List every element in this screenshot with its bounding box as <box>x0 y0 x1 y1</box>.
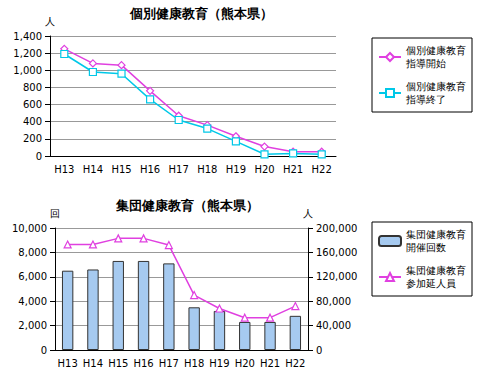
svg-text:1,200: 1,200 <box>13 48 42 59</box>
svg-text:集団健康教育: 集団健康教育 <box>406 265 466 276</box>
svg-text:集団健康教育: 集団健康教育 <box>406 229 466 240</box>
svg-text:80,000: 80,000 <box>316 296 351 307</box>
svg-text:6,000: 6,000 <box>18 271 47 282</box>
svg-text:開催回数: 開催回数 <box>406 242 446 253</box>
svg-text:H18: H18 <box>184 358 204 369</box>
svg-text:参加延人員: 参加延人員 <box>406 278 456 289</box>
svg-text:H19: H19 <box>226 164 246 175</box>
svg-text:H13: H13 <box>54 164 74 175</box>
svg-text:H21: H21 <box>260 358 280 369</box>
svg-text:0: 0 <box>316 345 322 356</box>
svg-text:H14: H14 <box>83 358 103 369</box>
svg-text:H15: H15 <box>111 164 131 175</box>
svg-text:0: 0 <box>36 151 42 162</box>
svg-text:H16: H16 <box>133 358 153 369</box>
svg-text:個別健康教育（熊本県）: 個別健康教育（熊本県） <box>129 6 273 21</box>
svg-text:40,000: 40,000 <box>316 320 351 331</box>
svg-text:指導終了: 指導終了 <box>405 94 446 105</box>
svg-text:H22: H22 <box>312 164 332 175</box>
svg-text:H21: H21 <box>283 164 303 175</box>
svg-text:H19: H19 <box>209 358 229 369</box>
svg-text:H22: H22 <box>285 358 305 369</box>
svg-text:1,000: 1,000 <box>13 65 42 76</box>
svg-text:600: 600 <box>23 99 42 110</box>
svg-text:人: 人 <box>45 16 55 27</box>
svg-text:10,000: 10,000 <box>12 223 47 234</box>
svg-text:200: 200 <box>23 133 42 144</box>
svg-text:H15: H15 <box>108 358 128 369</box>
svg-text:4,000: 4,000 <box>18 296 47 307</box>
svg-text:160,000: 160,000 <box>316 247 357 258</box>
svg-text:集団健康教育（熊本県）: 集団健康教育（熊本県） <box>115 198 259 213</box>
svg-text:200,000: 200,000 <box>316 223 357 234</box>
svg-text:120,000: 120,000 <box>316 271 357 282</box>
svg-text:2,000: 2,000 <box>18 320 47 331</box>
svg-text:400: 400 <box>23 116 42 127</box>
svg-text:指導開始: 指導開始 <box>405 58 446 69</box>
svg-text:H14: H14 <box>83 164 103 175</box>
svg-text:8,000: 8,000 <box>18 247 47 258</box>
svg-text:人: 人 <box>303 208 313 219</box>
svg-text:H17: H17 <box>169 164 189 175</box>
svg-text:個別健康教育: 個別健康教育 <box>406 45 466 56</box>
svg-text:個別健康教育: 個別健康教育 <box>406 81 466 92</box>
svg-text:H20: H20 <box>254 164 274 175</box>
svg-text:0: 0 <box>41 345 47 356</box>
svg-text:1,400: 1,400 <box>13 31 42 42</box>
svg-text:H13: H13 <box>58 358 78 369</box>
svg-text:H18: H18 <box>197 164 217 175</box>
svg-text:H16: H16 <box>140 164 160 175</box>
svg-text:回: 回 <box>50 208 60 219</box>
svg-text:H17: H17 <box>159 358 179 369</box>
svg-text:H20: H20 <box>235 358 255 369</box>
svg-text:800: 800 <box>23 82 42 93</box>
